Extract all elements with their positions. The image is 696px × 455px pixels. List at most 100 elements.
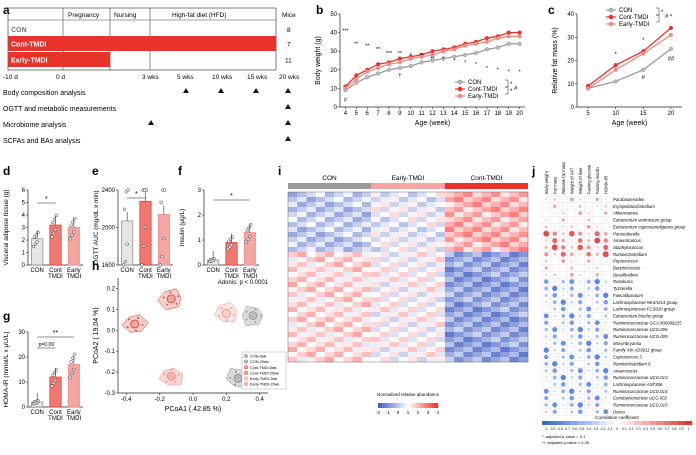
heatmap-cell bbox=[371, 227, 381, 233]
heatmap-cell bbox=[343, 322, 353, 328]
taxon-label: Coriobacteriaceae UCG.002 bbox=[613, 396, 668, 401]
correlation-dot bbox=[545, 383, 548, 386]
heatmap-cell bbox=[509, 342, 519, 348]
heatmap-cell bbox=[472, 352, 483, 358]
heatmap-cell bbox=[491, 322, 501, 328]
data-point bbox=[641, 51, 646, 56]
heatmap-cell bbox=[491, 302, 501, 308]
heatmap-cell bbox=[352, 237, 363, 243]
heatmap-cell bbox=[426, 282, 436, 288]
heatmap-cell bbox=[306, 302, 316, 308]
heatmap-cell bbox=[435, 262, 446, 268]
heatmap-cell bbox=[509, 282, 519, 288]
heatmap-cell bbox=[361, 267, 372, 273]
heatmap-cell bbox=[509, 207, 519, 213]
heatmap-cell bbox=[444, 232, 455, 238]
sample-point bbox=[162, 296, 165, 299]
analysis-microbiome: Microbiome analysis bbox=[3, 122, 67, 129]
heatmap-cell bbox=[380, 332, 390, 338]
heatmap-cell bbox=[463, 287, 473, 293]
correlation-dot bbox=[543, 388, 549, 394]
heatmap-cell bbox=[288, 207, 298, 213]
heatmap-cell bbox=[389, 292, 399, 298]
heatmap-cell bbox=[454, 327, 464, 333]
heatmap-cell bbox=[417, 277, 427, 283]
heatmap-cell bbox=[491, 312, 501, 318]
heatmap-cell bbox=[463, 262, 473, 268]
heatmap-cell bbox=[454, 217, 464, 223]
heatmap-cell bbox=[481, 232, 492, 238]
sample-point bbox=[137, 317, 140, 319]
heatmap-cell bbox=[472, 262, 483, 268]
heatmap-cell bbox=[491, 277, 501, 283]
legend-gradient-step bbox=[592, 421, 600, 425]
sig-mark: ** bbox=[419, 53, 424, 59]
data-point bbox=[484, 39, 490, 45]
series-line-Cont-TMDI bbox=[587, 27, 672, 87]
heatmap-cell bbox=[343, 282, 353, 288]
panel-letter-a: a bbox=[3, 3, 10, 17]
column-label: Relative fat mass bbox=[561, 162, 566, 194]
heatmap-cell bbox=[361, 212, 372, 218]
heatmap-cell bbox=[389, 242, 399, 248]
heatmap-cell bbox=[398, 282, 409, 288]
correlation-dot bbox=[561, 287, 565, 290]
heatmap-cell bbox=[454, 307, 464, 313]
heatmap-cell bbox=[481, 302, 492, 308]
heatmap-cell bbox=[426, 242, 436, 248]
correlation-dot bbox=[595, 266, 599, 270]
correlation-dot bbox=[594, 278, 600, 285]
heatmap-cell bbox=[371, 322, 381, 328]
heatmap-cell bbox=[509, 202, 519, 208]
heatmap-cell bbox=[315, 317, 326, 323]
heatmap-cell bbox=[389, 202, 399, 208]
heatmap-cell bbox=[334, 252, 344, 258]
heatmap-cell bbox=[361, 342, 372, 348]
heatmap-cell bbox=[509, 347, 519, 353]
heatmap-cell bbox=[463, 282, 473, 288]
x-tick-label: 18 bbox=[494, 111, 501, 117]
heatmap-cell bbox=[444, 307, 455, 313]
correlation-dot bbox=[545, 308, 548, 310]
sig-mark: * bbox=[230, 193, 233, 200]
x-tick-label: 4 bbox=[344, 111, 348, 117]
heatmap-cell bbox=[444, 357, 455, 363]
heatmap-cell bbox=[481, 322, 492, 328]
correlation-dot bbox=[604, 204, 608, 208]
correlation-dot bbox=[596, 315, 599, 317]
heatmap-cell bbox=[481, 277, 492, 283]
heatmap-cell bbox=[398, 217, 409, 223]
legend-label: CON bbox=[619, 8, 632, 14]
legend-tick: -0.7 bbox=[564, 427, 570, 431]
heatmap-cell bbox=[361, 332, 372, 338]
heatmap-cell bbox=[518, 297, 529, 303]
heatmap-cell bbox=[380, 192, 390, 198]
y-axis-label: Relative fat mass (%) bbox=[552, 27, 559, 94]
heatmap-cell bbox=[324, 317, 335, 323]
heatmap-cell bbox=[288, 307, 298, 313]
heatmap-cell bbox=[454, 277, 464, 283]
correlation-dot bbox=[587, 274, 590, 276]
heatmap-cell bbox=[408, 342, 418, 348]
heatmap-cell bbox=[444, 352, 455, 358]
heatmap-cell bbox=[306, 347, 316, 353]
analysis-ogtt: OGTT and metabolic measurements bbox=[3, 106, 117, 113]
correlation-dot bbox=[579, 355, 582, 359]
heatmap-cell bbox=[288, 197, 298, 203]
heatmap-cell bbox=[509, 242, 519, 248]
legend-tick: 0.1 bbox=[622, 427, 627, 431]
correlation-dot bbox=[561, 245, 566, 250]
y-tick-label: 0 bbox=[22, 263, 26, 269]
correlation-dot bbox=[586, 224, 591, 229]
heatmap-cell bbox=[324, 242, 335, 248]
heatmap-cell bbox=[288, 267, 298, 273]
data-point bbox=[354, 73, 359, 78]
heatmap-cell bbox=[343, 197, 353, 203]
correlation-dot bbox=[560, 306, 566, 312]
heatmap-cell bbox=[324, 297, 335, 303]
heatmap-cell bbox=[481, 242, 492, 248]
heatmap-cell bbox=[315, 352, 326, 358]
legend-tick: -0.9 bbox=[550, 427, 556, 431]
heatmap-cell bbox=[426, 267, 436, 273]
